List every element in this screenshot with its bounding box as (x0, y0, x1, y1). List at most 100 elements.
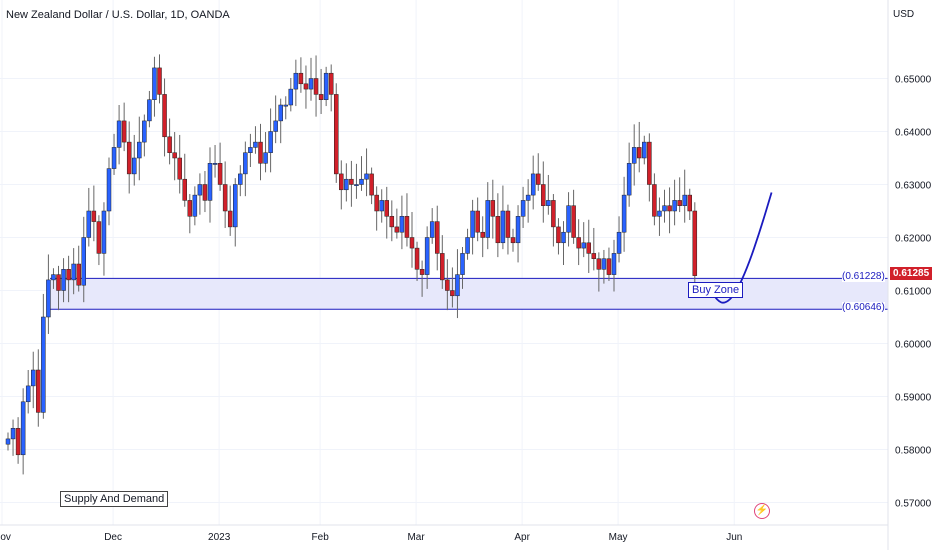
candle-down (187, 200, 193, 217)
candle-up (359, 178, 364, 185)
time-tick-label: Jun (726, 532, 742, 543)
time-tick-label: Dec (104, 532, 122, 543)
candle-up (455, 274, 460, 297)
buy-zone-top-price: (0.61228) (842, 271, 885, 283)
candle-up (323, 72, 329, 100)
candle-up (243, 152, 248, 175)
candle-down (96, 221, 102, 254)
lightning-icon[interactable]: ⚡ (754, 503, 770, 519)
candle-down (394, 226, 400, 233)
candle-down (404, 216, 410, 238)
candle-up (566, 205, 571, 233)
candle-down (303, 83, 309, 90)
time-axis-labels[interactable]: Nov Dec 2023 Feb Mar Apr May Jun (0, 532, 742, 543)
candle-up (642, 141, 647, 159)
candle-up (263, 152, 268, 164)
candle-up (429, 221, 435, 238)
candle-up (5, 438, 11, 445)
candle-up (278, 104, 283, 122)
price-tick-label: 0.63000 (895, 181, 932, 192)
candle-up (192, 194, 198, 217)
candle-up (116, 120, 122, 148)
price-tick-label: 0.64000 (895, 128, 932, 139)
candle-up (500, 210, 506, 244)
candle-down (76, 263, 81, 286)
candle-down (687, 194, 692, 212)
candle-up (273, 120, 278, 132)
candle-down (162, 94, 167, 138)
time-tick-label: Mar (407, 532, 425, 543)
candle-up (581, 242, 586, 249)
candle-down (677, 200, 682, 206)
price-axis-labels[interactable]: 0.57000 0.58000 0.59000 0.60000 0.61000 0.620… (895, 75, 932, 510)
time-tick-label: 2023 (208, 532, 231, 543)
candle-up (626, 163, 632, 196)
chart-title: New Zealand Dollar / U.S. Dollar, 1D, OA… (6, 9, 230, 21)
candle-down (475, 210, 480, 233)
candle-up (525, 194, 531, 201)
candle-down (586, 242, 591, 254)
candle-up (631, 147, 637, 164)
candle-up (424, 237, 430, 275)
buy-zone-label[interactable]: Buy Zone (688, 282, 744, 298)
candle-down (258, 141, 263, 164)
candle-down (318, 94, 324, 100)
candle-down (121, 120, 127, 143)
candle-down (480, 231, 485, 238)
candle-down (576, 237, 581, 249)
candle-down (510, 237, 516, 244)
price-tick-label: 0.61000 (895, 287, 932, 298)
candle-down (571, 205, 576, 238)
candle-down (490, 200, 496, 217)
candle-down (126, 141, 132, 175)
candle-down (36, 369, 41, 413)
candle-up (81, 237, 86, 286)
candle-up (233, 184, 238, 228)
candle-up (379, 200, 384, 212)
candle-down (349, 178, 354, 185)
candle-down (692, 210, 698, 276)
candle-down (435, 221, 440, 254)
candle-up (248, 147, 253, 153)
price-tick-label: 0.65000 (895, 75, 932, 86)
candle-down (369, 173, 374, 196)
candle-down (596, 258, 602, 270)
candle-down (556, 226, 561, 244)
candle-down (389, 216, 395, 228)
candle-up (147, 99, 152, 122)
candle-up (101, 210, 107, 254)
candle-up (212, 163, 218, 165)
candle-down (409, 237, 415, 249)
candle-down (177, 157, 182, 180)
candle-down (541, 184, 546, 206)
candle-up (672, 200, 677, 212)
supply-demand-label[interactable]: Supply And Demand (60, 491, 169, 507)
buy-zone-area (50, 278, 888, 310)
candle-down (606, 258, 612, 275)
candle-down (495, 216, 501, 244)
candle-down (91, 210, 97, 222)
candle-up (520, 200, 526, 217)
time-tick-label: Apr (514, 532, 530, 543)
candle-up (152, 67, 157, 100)
candle-up (399, 216, 405, 233)
candle-up (86, 210, 92, 238)
price-tick-label: 0.60000 (895, 340, 932, 351)
candle-up (46, 279, 51, 318)
candle-up (308, 78, 314, 90)
candle-down (15, 428, 21, 456)
candle-up (142, 120, 147, 143)
candle-down (298, 72, 304, 85)
candle-down (505, 210, 511, 238)
candle-down (419, 269, 425, 275)
candle-down (157, 67, 162, 95)
candle-down (374, 194, 379, 212)
candle-up (364, 173, 369, 180)
candle-up (10, 428, 16, 440)
candle-up (546, 200, 551, 206)
candle-up (132, 157, 137, 175)
candle-down (182, 178, 187, 201)
candle-up (61, 269, 66, 291)
price-tick-label: 0.57000 (895, 499, 932, 510)
